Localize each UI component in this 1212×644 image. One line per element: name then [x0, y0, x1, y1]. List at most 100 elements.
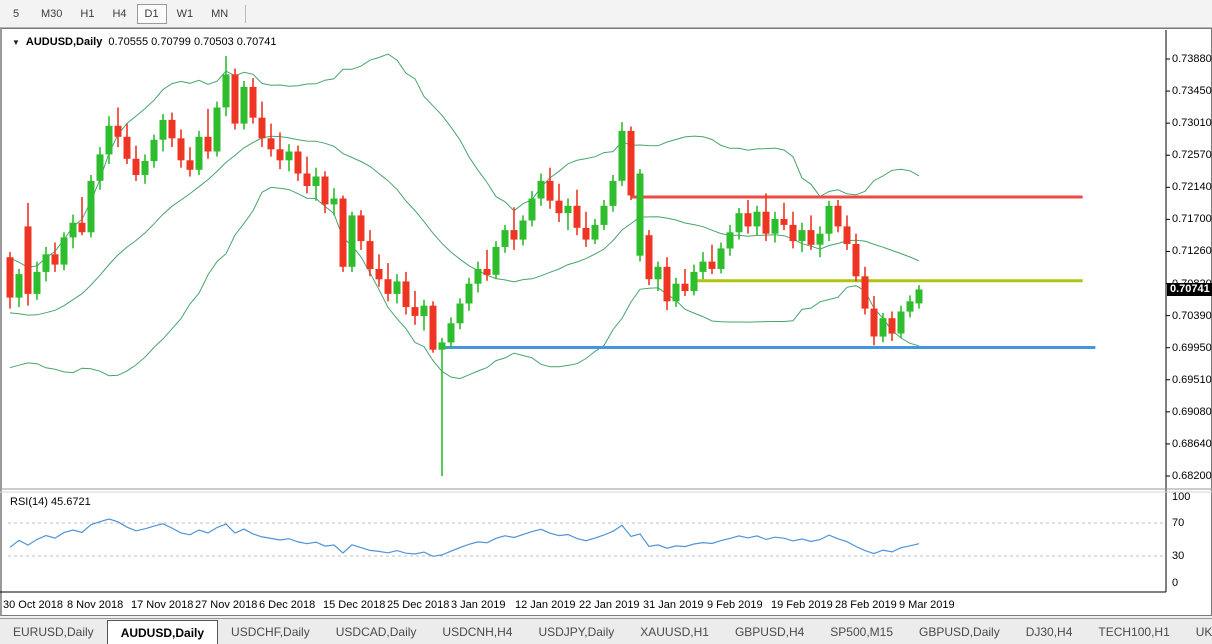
bollinger-lower-band — [9, 186, 920, 380]
date-tick-label: 6 Dec 2018 — [259, 599, 316, 611]
timeframe-button-d1[interactable]: D1 — [136, 3, 167, 24]
candle-body — [663, 266, 671, 302]
rsi-tick-label: 30 — [1172, 550, 1185, 562]
candle-body — [294, 151, 302, 174]
candle-body — [42, 254, 50, 272]
timeframe-button-mn[interactable]: MN — [211, 7, 229, 20]
date-tick-label: 17 Nov 2018 — [131, 599, 194, 611]
candle-body — [591, 224, 599, 240]
timeframe-button-w1[interactable]: W1 — [176, 7, 194, 20]
candle-body — [771, 219, 779, 234]
candle-body — [897, 311, 905, 334]
candle-body — [807, 230, 815, 245]
date-tick-label: 25 Dec 2018 — [387, 599, 450, 611]
candle-body — [411, 307, 419, 316]
candle-body — [357, 215, 365, 242]
candle-body — [366, 241, 374, 269]
date-tick-label: 31 Jan 2019 — [643, 599, 704, 611]
candles-layer — [6, 56, 923, 476]
bollinger-middle-band — [9, 135, 920, 316]
candle-body — [285, 151, 293, 161]
candle-body — [438, 342, 446, 350]
price-tick-label: 0.70390 — [1172, 309, 1212, 322]
chart-tab-audusd[interactable]: AUDUSD,Daily — [106, 620, 219, 644]
date-tick-label: 15 Dec 2018 — [323, 599, 386, 611]
price-tick-label: 0.73880 — [1172, 53, 1212, 65]
chart-tab-usdcnh[interactable]: USDCNH,H4 — [442, 624, 513, 639]
candle-body — [825, 205, 833, 234]
candle-body — [645, 235, 653, 280]
timeframe-button-5[interactable]: 5 — [12, 7, 20, 20]
chart-title: ▼ AUDUSD,Daily 0.70555 0.70799 0.70503 0… — [12, 36, 277, 48]
chart-tab-tech100[interactable]: TECH100,H1 — [1098, 624, 1170, 639]
candle-body — [717, 248, 725, 269]
candle-body — [312, 176, 320, 186]
timeframe-toolbar: 5 M30 H1 H4 D1 W1 MN — [0, 0, 1212, 28]
candle-body — [537, 180, 545, 199]
candle-body — [609, 180, 617, 206]
candle-body — [321, 176, 329, 205]
date-tick-label: 27 Nov 2018 — [195, 599, 258, 611]
chart-tab-ukc[interactable]: UKC — [1195, 624, 1212, 639]
timeframe-button-h4[interactable]: H4 — [112, 7, 127, 20]
timeframe-button-h1[interactable]: H1 — [80, 7, 95, 20]
candle-body — [546, 180, 554, 201]
candle-body — [402, 281, 410, 308]
rsi-indicator-label: RSI(14) 45.6721 — [10, 496, 91, 508]
bollinger-bands — [9, 53, 920, 380]
candle-body — [726, 232, 734, 249]
candle-body — [222, 74, 230, 108]
candle-body — [699, 261, 707, 272]
timeframe-button-m30[interactable]: M30 — [41, 7, 63, 20]
candle-body — [213, 107, 221, 152]
chart-tab-eurusd[interactable]: EURUSD,Daily — [13, 624, 94, 639]
price-tick-label: 0.68200 — [1172, 470, 1212, 482]
candle-body — [870, 308, 878, 337]
bollinger-upper-band — [9, 53, 920, 268]
candle-body — [123, 136, 131, 159]
price-tick-label: 0.68640 — [1172, 437, 1212, 450]
candle-body — [24, 226, 32, 294]
chart-tab-gbpusd[interactable]: GBPUSD,Daily — [919, 624, 1000, 639]
rsi-line — [9, 518, 920, 557]
candle-body — [231, 74, 239, 124]
candle-body — [393, 281, 401, 294]
candle-body — [249, 86, 257, 118]
date-tick-label: 30 Oct 2018 — [3, 599, 63, 611]
current-price-tag: 0.70741 — [1167, 283, 1212, 296]
candle-body — [267, 138, 275, 150]
candle-body — [420, 305, 428, 316]
chart-tab-usdcad[interactable]: USDCAD,Daily — [335, 624, 417, 639]
price-tick-label: 0.72570 — [1172, 149, 1212, 162]
candle-body — [141, 161, 149, 175]
chart-tab-usdchf[interactable]: USDCHF,Daily — [231, 624, 310, 639]
candle-body — [852, 244, 860, 277]
candle-body — [375, 269, 383, 280]
candle-body — [15, 274, 23, 298]
candle-body — [843, 226, 851, 244]
price-tick-label: 0.69510 — [1172, 373, 1212, 386]
candle-body — [735, 213, 743, 233]
chart-tab-gbpusd[interactable]: GBPUSD,H4 — [734, 624, 805, 639]
chart-dropdown-icon[interactable]: ▼ — [12, 37, 20, 47]
candle-body — [105, 125, 113, 155]
price-tick-label: 0.73010 — [1172, 117, 1212, 130]
candle-body — [474, 269, 482, 284]
candle-body — [186, 160, 194, 170]
candle-body — [834, 205, 842, 227]
chart-symbol-label: AUDUSD,Daily — [25, 36, 103, 48]
candle-body — [483, 269, 491, 275]
price-tick-label: 0.72140 — [1172, 181, 1212, 194]
chart-tab-usdjpy[interactable]: USDJPY,Daily — [538, 624, 615, 639]
candle-body — [33, 271, 41, 294]
chart-tab-sp500[interactable]: SP500,M15 — [830, 624, 894, 639]
chart-tab-xauusd[interactable]: XAUUSD,H1 — [640, 624, 709, 639]
chart-tab-dj30[interactable]: DJ30,H4 — [1025, 624, 1073, 639]
candle-body — [159, 119, 167, 140]
date-tick-label: 22 Jan 2019 — [579, 599, 640, 611]
candle-body — [654, 266, 662, 280]
candle-body — [51, 254, 59, 265]
candle-body — [501, 230, 509, 247]
candle-body — [600, 205, 608, 225]
candle-body — [888, 318, 896, 334]
